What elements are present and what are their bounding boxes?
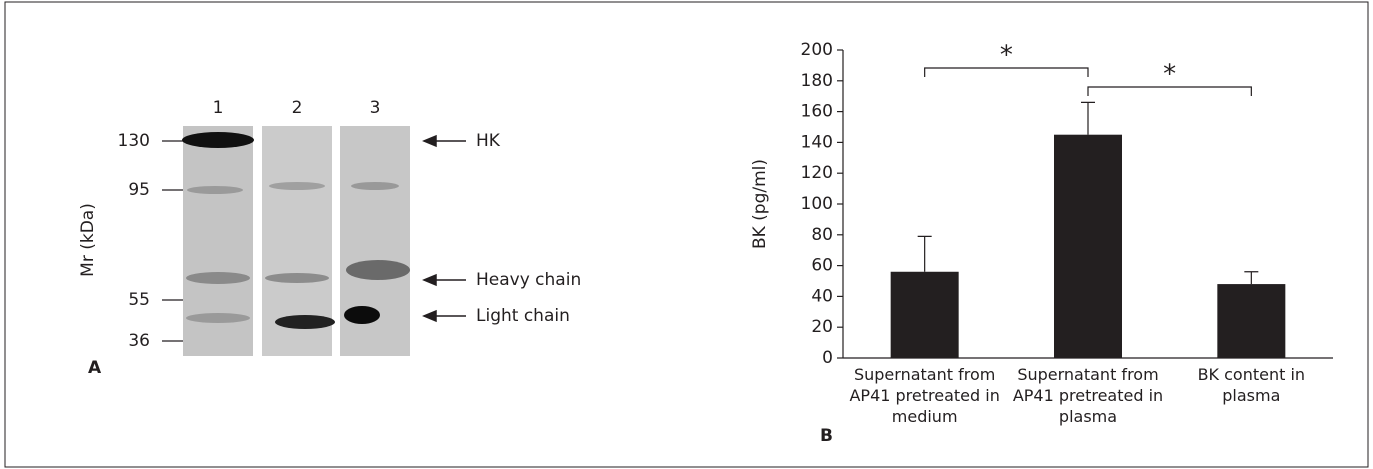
y-axis-label: BK (pg/ml) bbox=[750, 159, 770, 249]
band bbox=[265, 273, 329, 283]
error-bar bbox=[918, 236, 932, 271]
bar bbox=[891, 272, 959, 358]
y-tick-label: 100 bbox=[801, 194, 833, 214]
bar bbox=[1054, 135, 1122, 358]
arrowhead bbox=[424, 136, 436, 146]
figure: Mr (kDa) A 1 2 3 130 95 55 36 HK Heavy c… bbox=[0, 0, 1373, 469]
significance-label: * bbox=[1163, 60, 1176, 90]
y-tick-label: 60 bbox=[811, 256, 833, 276]
marker-label: 55 bbox=[128, 290, 150, 310]
lane-label: 1 bbox=[213, 98, 224, 118]
x-tick-label: BK content in plasma bbox=[1166, 364, 1336, 406]
y-tick-label: 180 bbox=[801, 71, 833, 91]
marker-ticks bbox=[162, 141, 183, 341]
band bbox=[344, 306, 380, 324]
band-label: HK bbox=[476, 131, 501, 151]
arrowhead bbox=[424, 275, 436, 285]
y-tick-label: 80 bbox=[811, 225, 833, 245]
band bbox=[275, 315, 335, 329]
panel-label: A bbox=[88, 358, 102, 378]
y-tick-label: 120 bbox=[801, 163, 833, 183]
band bbox=[186, 313, 250, 323]
band bbox=[346, 260, 410, 280]
x-tick-label: Supernatant from AP41 pretreated in plas… bbox=[1003, 364, 1173, 427]
arrowhead bbox=[424, 311, 436, 321]
lane-label: 2 bbox=[292, 98, 303, 118]
band-label: Light chain bbox=[476, 306, 570, 326]
band-label: Heavy chain bbox=[476, 270, 581, 290]
marker-label: 36 bbox=[128, 331, 150, 351]
bar bbox=[1217, 284, 1285, 358]
x-tick-label: Supernatant from AP41 pretreated in medi… bbox=[840, 364, 1010, 427]
band bbox=[186, 272, 250, 284]
band bbox=[187, 186, 243, 194]
panel-label: B bbox=[820, 426, 833, 446]
y-tick-label: 200 bbox=[801, 40, 833, 60]
band bbox=[351, 182, 399, 190]
lane-label: 3 bbox=[370, 98, 381, 118]
marker-label: 130 bbox=[118, 131, 150, 151]
band bbox=[269, 182, 325, 190]
y-axis-label: Mr (kDa) bbox=[78, 203, 98, 277]
error-bar bbox=[1244, 272, 1258, 284]
error-bar bbox=[1081, 102, 1095, 134]
blot bbox=[182, 126, 410, 356]
y-tick-label: 140 bbox=[801, 132, 833, 152]
y-tick-label: 20 bbox=[811, 317, 833, 337]
y-tick-label: 160 bbox=[801, 102, 833, 122]
band bbox=[182, 132, 254, 148]
significance-label: * bbox=[1000, 41, 1013, 71]
marker-label: 95 bbox=[128, 180, 150, 200]
y-tick-label: 40 bbox=[811, 286, 833, 306]
arrows bbox=[424, 136, 466, 321]
y-tick-label: 0 bbox=[822, 348, 833, 368]
